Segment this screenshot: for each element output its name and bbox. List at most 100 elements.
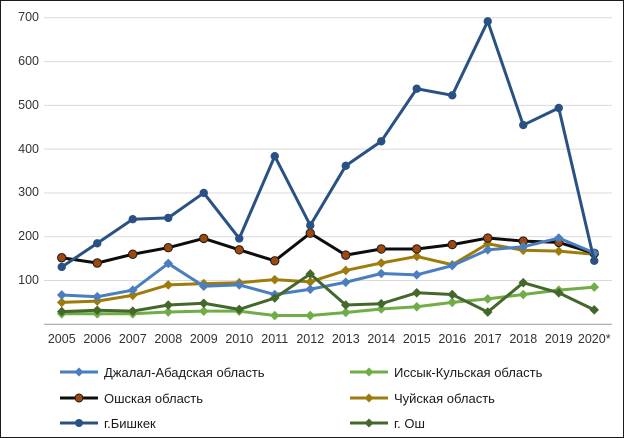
legend-swatch: [60, 393, 98, 403]
x-axis-tick-label: 2007: [118, 332, 147, 346]
data-point-marker: [92, 305, 103, 316]
data-point-marker: [589, 305, 600, 315]
data-point-marker: [482, 307, 493, 317]
data-point-marker: [364, 393, 374, 403]
legend-label: Джалал-Абадская область: [104, 364, 265, 380]
data-point-marker: [92, 291, 103, 302]
data-point-marker: [56, 306, 67, 317]
series-line: [61, 272, 595, 314]
data-point-marker: [364, 418, 374, 428]
data-point-marker: [447, 289, 458, 300]
data-point-marker: [376, 244, 386, 254]
data-point-marker: [56, 290, 67, 300]
data-point-marker: [411, 251, 422, 262]
x-axis-tick-label: 2008: [154, 332, 183, 346]
x-axis-tick-label: 2013: [331, 332, 360, 346]
data-point-marker: [270, 256, 280, 266]
x-axis-tick-label: 2016: [438, 332, 467, 346]
data-point-marker: [198, 298, 209, 309]
data-point-marker: [483, 233, 493, 243]
legend-item: Иссык-Кульская область: [349, 363, 542, 381]
data-point-marker: [74, 367, 84, 377]
x-axis-tick-label: 2010: [225, 332, 254, 346]
x-axis-tick-label: 2017: [473, 332, 502, 346]
data-point-marker: [341, 250, 351, 260]
y-axis-tick-label: 300: [18, 185, 39, 200]
y-axis-tick-label: 500: [18, 97, 39, 112]
data-point-marker: [376, 304, 387, 314]
data-point-marker: [127, 290, 138, 301]
legend-label: г.Бишкек: [104, 415, 156, 431]
y-axis-tick-label: 600: [18, 54, 39, 69]
data-point-marker: [93, 239, 102, 248]
legend-label: Чуйская область: [394, 390, 495, 406]
data-point-marker: [305, 228, 315, 238]
data-point-marker: [163, 307, 174, 317]
data-point-marker: [75, 419, 83, 427]
series-line: [61, 231, 595, 265]
data-point-marker: [340, 277, 351, 288]
data-point-marker: [234, 245, 244, 255]
data-point-marker: [412, 244, 422, 254]
data-point-marker: [269, 310, 280, 321]
y-axis-tick-label: 700: [18, 10, 39, 25]
series-line: [60, 19, 596, 269]
y-axis-tick-label: 400: [18, 141, 39, 156]
data-point-marker: [554, 103, 563, 113]
x-axis-tick-label: 2006: [83, 332, 112, 346]
data-point-marker: [340, 307, 351, 318]
legend-item: г. Ош: [349, 414, 425, 432]
data-point-marker: [234, 304, 245, 315]
legend-item: Чуйская область: [349, 389, 495, 407]
data-point-marker: [448, 91, 457, 100]
data-point-marker: [163, 300, 174, 310]
data-point-marker: [163, 242, 173, 253]
x-axis-tick-label: 2015: [402, 332, 431, 346]
data-point-marker: [269, 293, 280, 303]
data-point-marker: [56, 297, 67, 308]
legend-swatch: [350, 393, 388, 403]
y-axis-tick-label: 200: [18, 229, 39, 244]
data-point-marker: [376, 258, 387, 268]
data-point-marker: [305, 269, 316, 279]
legend-item: Джалал-Абадская область: [59, 363, 265, 381]
data-point-marker: [411, 301, 422, 312]
gridlines: [44, 17, 612, 325]
data-point-marker: [377, 137, 386, 146]
data-point-marker: [447, 260, 458, 271]
data-point-marker: [305, 310, 316, 321]
x-axis-tick-label: 2018: [509, 332, 538, 346]
data-point-marker: [128, 215, 137, 224]
data-point-marker: [483, 17, 492, 26]
data-point-marker: [341, 161, 350, 170]
data-point-marker: [163, 258, 174, 269]
data-point-marker: [411, 270, 422, 280]
series-3: [57, 228, 599, 268]
data-point-marker: [340, 300, 351, 310]
data-point-marker: [305, 284, 316, 295]
series-5: [57, 17, 599, 272]
data-point-marker: [198, 306, 209, 316]
legend-swatch: [350, 418, 388, 428]
legend-label: Иссык-Кульская область: [394, 364, 543, 380]
legend-label: г. Ош: [394, 415, 425, 431]
x-axis-tick-label: 2011: [261, 332, 289, 346]
data-point-marker: [553, 287, 564, 298]
data-point-marker: [482, 294, 493, 304]
data-point-marker: [364, 367, 374, 377]
data-point-marker: [553, 233, 564, 243]
x-axis-tick-label: 2009: [189, 332, 218, 346]
data-point-marker: [447, 239, 457, 250]
data-point-marker: [57, 262, 66, 272]
data-point-marker: [306, 221, 315, 230]
series-6: [56, 269, 600, 317]
data-point-marker: [553, 246, 564, 256]
series-1: [56, 233, 600, 302]
data-point-marker: [589, 248, 600, 258]
data-point-marker: [164, 213, 173, 223]
data-point-marker: [376, 298, 387, 309]
x-axis-tick-label: 2020*: [577, 332, 611, 346]
data-point-marker: [270, 151, 279, 161]
